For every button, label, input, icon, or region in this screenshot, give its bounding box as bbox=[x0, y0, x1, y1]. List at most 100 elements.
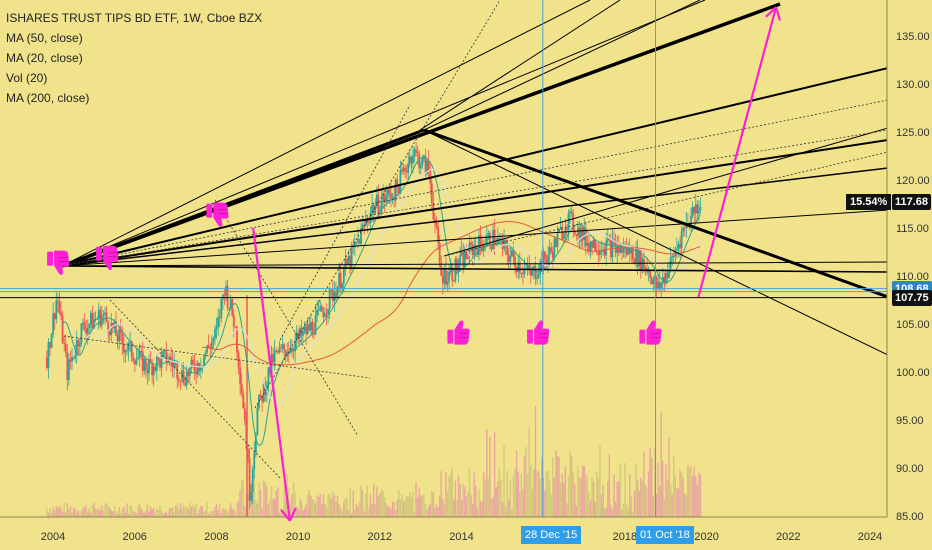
legend-symbol[interactable]: ISHARES TRUST TIPS BD ETF, 1W, Cboe BZX bbox=[6, 11, 263, 25]
candle-body bbox=[133, 360, 136, 365]
volume-bar bbox=[530, 465, 532, 517]
candle-body bbox=[234, 326, 237, 328]
volume-bar bbox=[415, 482, 417, 517]
candle-body bbox=[247, 449, 249, 459]
volume-bar bbox=[465, 496, 468, 517]
candle-body bbox=[405, 170, 408, 173]
volume-bar bbox=[90, 513, 92, 517]
candle-body bbox=[663, 277, 666, 284]
volume-bar bbox=[443, 504, 446, 517]
volume-bar bbox=[192, 504, 194, 517]
volume-bar bbox=[82, 508, 84, 517]
volume-bar bbox=[76, 512, 78, 517]
candle-body bbox=[364, 220, 367, 226]
volume-bar bbox=[660, 412, 662, 517]
legend-ma50[interactable]: MA (50, close) bbox=[6, 31, 83, 45]
trendline-dotted bbox=[61, 129, 887, 267]
volume-bar bbox=[338, 504, 340, 517]
volume-bar bbox=[168, 508, 171, 517]
candle-body bbox=[105, 312, 108, 322]
volume-bar bbox=[467, 491, 469, 517]
volume-bar bbox=[581, 465, 584, 517]
volume-bar bbox=[339, 507, 342, 517]
candle-body bbox=[250, 492, 253, 501]
candle-body bbox=[544, 251, 546, 260]
candle-body bbox=[548, 247, 551, 256]
thumbs-up-icon bbox=[639, 320, 662, 345]
volume-bar bbox=[358, 502, 361, 517]
candle-body bbox=[132, 357, 135, 361]
volume-bar bbox=[218, 503, 221, 517]
candle-body bbox=[93, 319, 95, 329]
volume-bar bbox=[291, 494, 293, 517]
candle-body bbox=[551, 251, 554, 259]
volume-bar bbox=[673, 456, 675, 517]
volume-bar bbox=[120, 512, 122, 517]
candle-body bbox=[243, 408, 246, 420]
vline-date-label-1: 28 Dec '15 bbox=[521, 526, 582, 544]
trendline-dotted bbox=[279, 104, 411, 341]
candle-body bbox=[283, 344, 286, 351]
candle-body bbox=[63, 343, 66, 345]
volume-bar bbox=[649, 447, 651, 517]
candle-body bbox=[154, 366, 157, 371]
candle-body bbox=[305, 326, 308, 335]
candle-body bbox=[159, 358, 161, 368]
candle-body bbox=[679, 244, 681, 249]
volume-bar bbox=[262, 480, 265, 517]
candle-body bbox=[228, 307, 231, 309]
volume-bar bbox=[592, 481, 595, 517]
candle-body bbox=[116, 335, 119, 342]
candle-body bbox=[617, 245, 620, 253]
volume-bar bbox=[445, 472, 447, 517]
volume-bar bbox=[655, 494, 658, 517]
volume-bar bbox=[523, 455, 526, 517]
volume-bar bbox=[597, 478, 600, 517]
candle-body bbox=[677, 244, 680, 249]
candle-body bbox=[511, 250, 513, 257]
volume-bar bbox=[635, 463, 637, 517]
candle-body bbox=[355, 242, 358, 244]
candle-body bbox=[445, 268, 447, 285]
volume-bar bbox=[333, 495, 336, 517]
candle-body bbox=[489, 232, 491, 248]
candle-body bbox=[107, 321, 110, 332]
candle-body bbox=[397, 186, 400, 194]
candle-body bbox=[410, 156, 413, 164]
candle-body bbox=[566, 228, 568, 231]
volume-bar bbox=[214, 506, 216, 517]
volume-bar bbox=[613, 474, 615, 517]
volume-bar bbox=[244, 506, 246, 517]
volume-bar bbox=[142, 510, 144, 517]
candle-body bbox=[119, 329, 122, 333]
legend-volume[interactable]: Vol (20) bbox=[6, 71, 48, 85]
candle-body bbox=[372, 205, 375, 214]
volume-bar bbox=[526, 474, 529, 517]
volume-bar bbox=[388, 506, 391, 517]
candle-body bbox=[346, 259, 348, 265]
candle-body bbox=[641, 258, 644, 271]
volume-bar bbox=[303, 507, 306, 517]
candle-body bbox=[542, 251, 545, 271]
candle-body bbox=[430, 183, 433, 203]
candle-body bbox=[50, 333, 53, 348]
volume-bar bbox=[412, 491, 414, 517]
candle-body bbox=[448, 271, 450, 282]
volume-bar bbox=[200, 506, 202, 517]
volume-bar bbox=[325, 507, 328, 517]
volume-bar bbox=[493, 431, 496, 517]
volume-bar bbox=[418, 487, 420, 517]
legend-ma200[interactable]: MA (200, close) bbox=[6, 91, 90, 105]
volume-bar bbox=[138, 503, 141, 517]
candle-body bbox=[385, 196, 388, 203]
candle-body bbox=[314, 315, 317, 335]
candle-body bbox=[676, 248, 678, 251]
candle-body bbox=[531, 269, 534, 276]
legend-ma20[interactable]: MA (20, close) bbox=[6, 51, 83, 65]
candle-body bbox=[77, 340, 80, 347]
candle-body bbox=[569, 211, 571, 214]
volume-bar bbox=[164, 513, 166, 517]
candle-body bbox=[138, 350, 141, 358]
